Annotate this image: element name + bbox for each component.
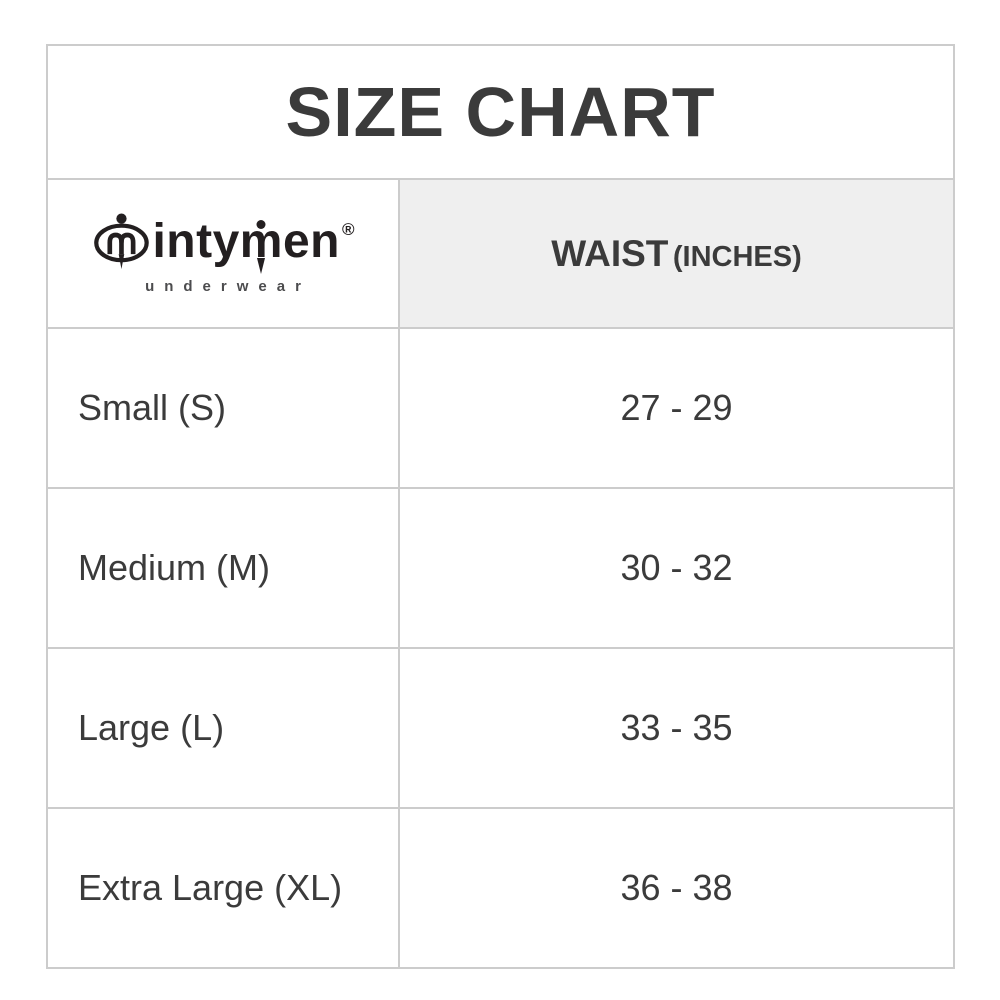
size-label-small: Small (S) bbox=[46, 327, 400, 489]
waist-range-small: 27 - 29 bbox=[398, 327, 955, 489]
waist-range-extra-large: 36 - 38 bbox=[398, 807, 955, 969]
waist-header-unit: (INCHES) bbox=[672, 240, 802, 273]
table-row-medium: Medium (M) 30 - 32 bbox=[46, 487, 955, 649]
brand-subtext: underwear bbox=[145, 278, 311, 295]
table-row-extra-large: Extra Large (XL) 36 - 38 bbox=[46, 807, 955, 969]
page-title: SIZE CHART bbox=[46, 44, 955, 180]
wordmark-dotted-m: m bbox=[239, 215, 283, 268]
table-row-large: Large (L) 33 - 35 bbox=[46, 647, 955, 809]
size-label-large: Large (L) bbox=[46, 647, 400, 809]
registered-trademark-symbol: ® bbox=[342, 220, 355, 239]
header-row: intymen ® underwear WAIST (INCHES) bbox=[46, 178, 955, 329]
intymen-logo-icon bbox=[94, 213, 150, 270]
brand-logo: intymen ® underwear bbox=[93, 212, 355, 295]
waist-range-large: 33 - 35 bbox=[398, 647, 955, 809]
brand-logo-row: intymen ® bbox=[93, 212, 355, 272]
size-label-medium: Medium (M) bbox=[46, 487, 400, 649]
size-label-extra-large: Extra Large (XL) bbox=[46, 807, 400, 969]
size-chart-table: SIZE CHART intymen ® underwear bbox=[46, 44, 955, 969]
wordmark-part-inty: inty bbox=[152, 215, 240, 268]
wordmark-part-en: en bbox=[282, 215, 340, 268]
title-row: SIZE CHART bbox=[46, 44, 955, 180]
brand-wordmark: intymen ® bbox=[152, 215, 355, 268]
waist-column-header: WAIST (INCHES) bbox=[398, 178, 955, 329]
brand-cell: intymen ® underwear bbox=[46, 178, 400, 329]
waist-header-label: WAIST bbox=[551, 232, 669, 274]
waist-range-medium: 30 - 32 bbox=[398, 487, 955, 649]
table-row-small: Small (S) 27 - 29 bbox=[46, 327, 955, 489]
